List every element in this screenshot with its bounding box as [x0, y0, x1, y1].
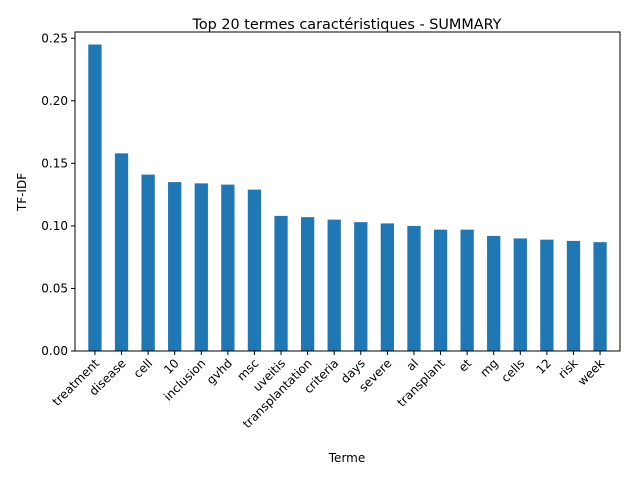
x-axis-label: Terme	[328, 451, 365, 465]
x-tick-label: transplant	[394, 356, 448, 410]
bar-uveitis	[274, 215, 288, 351]
bar-mg	[487, 235, 501, 351]
bar-days	[354, 222, 368, 351]
bar-cells	[513, 238, 527, 351]
bar-criteria	[327, 219, 341, 351]
x-tick-label: et	[456, 356, 475, 375]
y-tick-label: 0.25	[41, 31, 68, 45]
bars	[88, 44, 607, 352]
bar-msc	[247, 189, 262, 351]
x-tick-label: al	[404, 356, 421, 373]
bar-cell	[141, 174, 155, 351]
bar-et	[460, 229, 474, 351]
bar-severe	[380, 223, 395, 351]
bar-12	[540, 239, 554, 351]
x-tick-label: mg	[477, 356, 501, 380]
y-tick-label: 0.00	[41, 344, 68, 358]
bar-treatment	[88, 44, 102, 352]
bar-transplant	[433, 229, 448, 351]
x-tick-label: gvhd	[204, 356, 235, 387]
bar-disease	[114, 153, 129, 351]
x-tick-label: cells	[499, 356, 528, 385]
bar-inclusion	[194, 183, 208, 351]
bar-10	[168, 182, 182, 351]
y-tick-label: 0.10	[41, 219, 68, 233]
plot-frame	[74, 31, 621, 352]
x-tick-label: 10	[161, 356, 182, 377]
bar-gvhd	[221, 184, 235, 351]
x-tick-label: week	[575, 356, 607, 388]
y-tick-label: 0.15	[41, 156, 68, 170]
y-tick-label: 0.20	[41, 94, 68, 108]
bar-al	[407, 225, 421, 351]
y-axis: 0.00 0.05 0.10 0.15 0.20 0.25	[41, 31, 75, 358]
x-tick-label: 12	[533, 356, 554, 377]
bar-risk	[566, 240, 581, 351]
y-tick-label: 0.05	[41, 281, 68, 295]
y-axis-label: TF-IDF	[15, 173, 29, 212]
chart-title: Top 20 termes caractéristiques - SUMMARY	[192, 17, 502, 33]
x-tick-label: cell	[131, 356, 156, 381]
bar-week	[593, 242, 607, 351]
bar-transplantation	[300, 217, 315, 351]
